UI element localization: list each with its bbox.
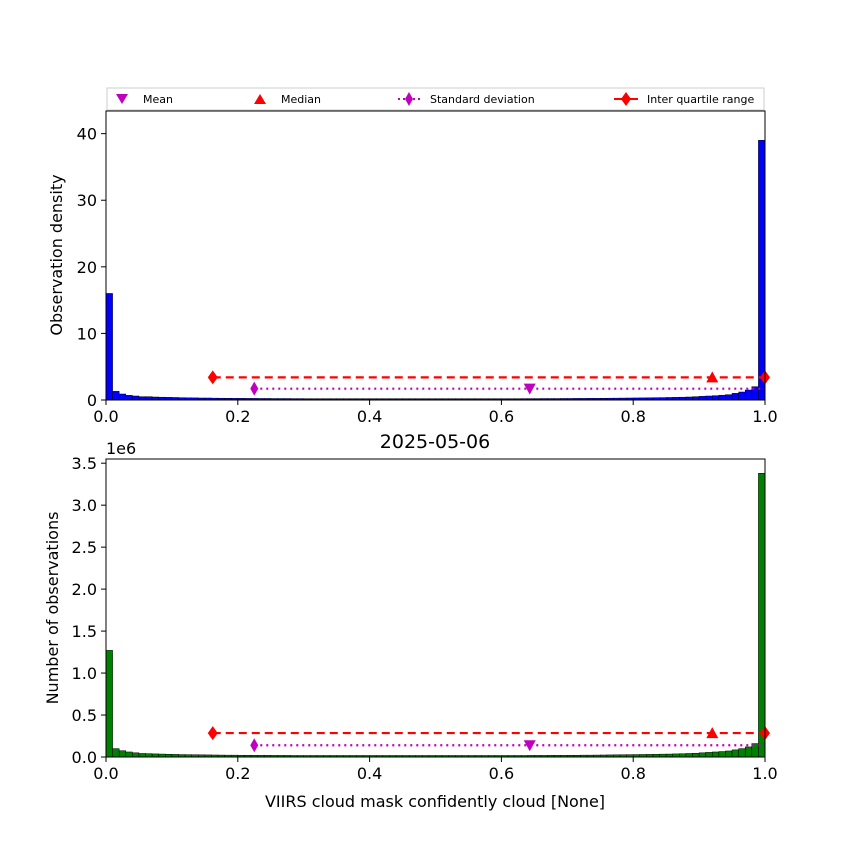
bottom-histogram-bar [712,751,720,758]
top-histogram-bar [718,394,726,401]
bottom-iqr-marker-q1 [207,726,218,741]
top-std-marker [250,381,259,396]
legend-iqr-marker [621,92,631,106]
top-x-tick-label: 0.0 [93,407,118,426]
bottom-y-tick-label: 2.5 [72,538,97,557]
legend-median-marker [254,94,266,104]
bottom-y-tick-label: 1.0 [72,664,97,683]
top-x-ticks: 0.0 0.2 0.4 0.6 0.8 1.0 [93,400,778,426]
bottom-histogram-bar [105,650,113,758]
top-histogram-bar [125,395,133,401]
bottom-x-tick-label: 0.8 [620,764,645,783]
bottom-x-tick-label: 0.0 [93,764,118,783]
top-histogram-bar [744,389,753,401]
top-histogram-bar [105,293,113,401]
top-x-tick-label: 0.2 [225,407,250,426]
bottom-histogram-bar [685,753,693,758]
top-y-tick-label: 20 [77,258,97,277]
bottom-x-ticks: 0.0 0.2 0.4 0.6 0.8 1.0 [93,757,778,783]
top-histogram-bar [758,140,766,401]
top-panel: 0.0 0.2 0.4 0.6 0.8 1.0 0 10 20 30 40 Observation… [47,110,778,426]
bottom-x-tick-label: 0.4 [357,764,382,783]
bottom-y-axis-label: Number of observations [43,512,62,705]
bottom-x-tick-label: 0.2 [225,764,250,783]
legend-frame [106,87,765,111]
top-y-ticks: 0 10 20 30 40 [77,125,106,410]
bottom-y-ticks: 0.0 0.5 1.0 1.5 2.0 2.5 3.0 3.5 [72,454,106,767]
top-histogram-bar [712,395,720,401]
legend-std-marker [405,92,413,106]
bottom-histogram-bar [118,750,127,758]
top-y-tick-label: 10 [77,324,97,343]
legend-mean-label: Mean [143,93,173,106]
top-histogram-bar [118,393,127,401]
bottom-histogram-bar [112,748,120,758]
bottom-y-offset-text: 1e6 [106,439,136,458]
top-y-tick-label: 30 [77,191,97,210]
bottom-std-marker [250,738,259,753]
bottom-y-tick-label: 1.5 [72,622,97,641]
top-histogram-bar [738,391,746,401]
bottom-histogram-bar [698,752,706,758]
top-histogram-bar [725,394,733,401]
top-histogram-bar [112,391,120,401]
bottom-histogram-bar [125,751,133,758]
top-y-axis-label: Observation density [47,174,66,335]
top-histogram-bars [105,140,766,401]
bottom-chart-title: 2025-05-06 [380,431,490,453]
legend-mean-marker [116,94,128,104]
legend-entry-iqr: Inter quartile range [614,92,754,106]
bottom-histogram-bar [744,746,753,758]
bottom-x-axis-label: VIIRS cloud mask confidently cloud [None… [265,792,605,811]
legend-std-label: Standard deviation [430,93,535,106]
bottom-histogram-bar [705,752,713,758]
bottom-y-tick-label: 2.0 [72,580,97,599]
top-x-tick-label: 0.8 [620,407,645,426]
top-histogram-bar [132,395,140,401]
legend-entry-median: Median [254,93,321,106]
legend-iqr-label: Inter quartile range [647,93,754,106]
bottom-histogram-bar [132,752,140,758]
legend-entry-mean: Mean [116,93,173,106]
top-y-tick-label: 40 [77,125,97,144]
bottom-axes-frame [105,458,766,758]
top-y-tick-label: 0 [87,391,97,410]
bottom-histogram-bar [758,473,766,758]
bottom-histogram-bar [738,748,746,758]
top-histogram-bar [731,393,739,401]
top-x-tick-label: 0.6 [489,407,514,426]
bottom-stat-markers [207,726,770,753]
bottom-y-tick-label: 3.0 [72,496,97,515]
bottom-histogram-bar [725,750,733,758]
legend: Mean Median Standard deviation Inter qua… [106,87,765,111]
top-axes-frame [105,110,766,401]
top-stat-markers [207,370,770,396]
legend-entry-std: Standard deviation [398,92,535,106]
bottom-histogram-bar [138,753,146,758]
bottom-panel: 2025-05-06 1e6 0.0 0.2 0.4 0.6 0.8 1.0 0.0 0.5… [43,431,778,811]
bottom-histogram-bar [692,752,700,758]
bottom-y-tick-label: 0.0 [72,748,97,767]
bottom-histogram-bar [145,753,153,758]
bottom-median-marker [706,727,719,739]
top-iqr-marker-q1 [207,370,218,385]
legend-median-label: Median [281,93,321,106]
top-histogram-bar [705,395,713,401]
bottom-mean-marker [523,740,536,752]
bottom-x-tick-label: 1.0 [752,764,777,783]
top-mean-marker [523,383,536,395]
bottom-y-tick-label: 3.5 [72,454,97,473]
bottom-y-tick-label: 0.5 [72,706,97,725]
bottom-x-tick-label: 0.6 [489,764,514,783]
top-histogram-bar [698,396,706,401]
top-median-marker [706,371,719,383]
top-x-tick-label: 0.4 [357,407,382,426]
top-x-tick-label: 1.0 [752,407,777,426]
bottom-histogram-bars [105,473,766,758]
bottom-histogram-bar [731,749,739,758]
bottom-histogram-bar [718,751,726,758]
